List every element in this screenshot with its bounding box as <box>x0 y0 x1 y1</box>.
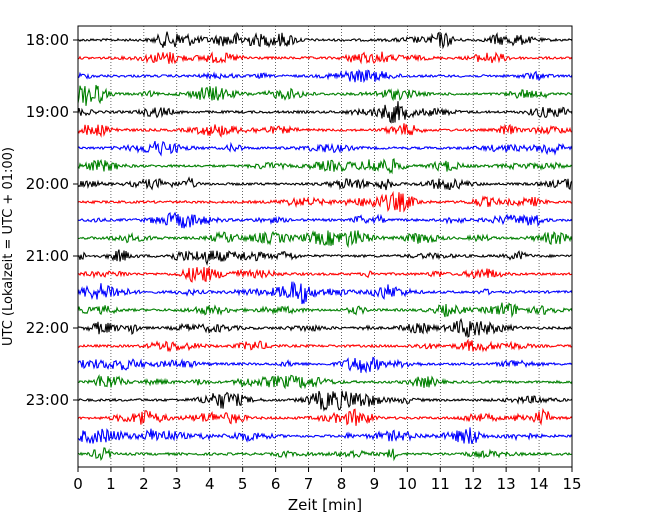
trace-2015 <box>77 190 573 213</box>
x-tick-label-1: 1 <box>106 475 116 493</box>
x-tick-label-6: 6 <box>271 475 281 493</box>
x-tick-label-5: 5 <box>238 475 248 493</box>
trace-2200 <box>77 317 573 338</box>
x-tick-label-2: 2 <box>139 475 149 493</box>
trace-2130 <box>77 281 573 305</box>
trace-1815 <box>77 51 573 65</box>
y-tick-label-23:00: 23:00 <box>26 391 69 409</box>
trace-2230 <box>77 356 573 374</box>
x-tick-label-13: 13 <box>497 475 516 493</box>
x-tick-label-12: 12 <box>464 475 483 493</box>
trace-1915 <box>77 123 573 138</box>
trace-2030 <box>77 211 573 229</box>
x-tick-label-3: 3 <box>172 475 182 493</box>
grid-lines <box>110 26 540 467</box>
x-tick-label-8: 8 <box>337 475 347 493</box>
x-axis-label: Zeit [min] <box>288 496 362 514</box>
trace-1845 <box>77 84 573 106</box>
x-axis-ticks: 0 1 2 3 4 5 6 7 8 9 10 11 12 13 14 15 <box>73 467 582 493</box>
trace-1930 <box>77 140 573 157</box>
seismic-traces <box>77 31 573 462</box>
trace-2000 <box>77 176 573 191</box>
x-tick-label-15: 15 <box>562 475 581 493</box>
trace-2045 <box>77 230 573 249</box>
x-tick-label-10: 10 <box>398 475 417 493</box>
y-tick-label-22:00: 22:00 <box>26 319 69 337</box>
trace-2100 <box>77 249 573 266</box>
trace-2115 <box>77 267 573 283</box>
y-tick-label-19:00: 19:00 <box>26 103 69 121</box>
y-tick-label-20:00: 20:00 <box>26 175 69 193</box>
x-tick-label-4: 4 <box>205 475 215 493</box>
trace-1945 <box>77 158 573 175</box>
y-axis-ticks: 18:00 19:00 20:00 21:00 22:00 23:00 <box>26 31 78 409</box>
y-tick-label-18:00: 18:00 <box>26 31 69 49</box>
x-tick-label-14: 14 <box>530 475 549 493</box>
trace-2145 <box>77 302 573 318</box>
trace-2330 <box>77 427 573 445</box>
plot-frame <box>77 25 573 468</box>
trace-1830 <box>77 68 573 84</box>
trace-2345 <box>77 447 573 462</box>
x-tick-label-9: 9 <box>370 475 380 493</box>
x-tick-label-11: 11 <box>431 475 450 493</box>
trace-1800 <box>77 31 573 50</box>
x-tick-label-0: 0 <box>73 475 83 493</box>
trace-2245 <box>77 374 573 390</box>
y-axis-label: UTC (Lokalzeit = UTC + 01:00) <box>1 147 16 346</box>
trace-2215 <box>77 338 573 353</box>
trace-1900 <box>77 101 573 124</box>
trace-2315 <box>77 407 573 426</box>
x-tick-label-7: 7 <box>304 475 314 493</box>
y-tick-label-21:00: 21:00 <box>26 247 69 265</box>
trace-2300 <box>77 390 573 412</box>
